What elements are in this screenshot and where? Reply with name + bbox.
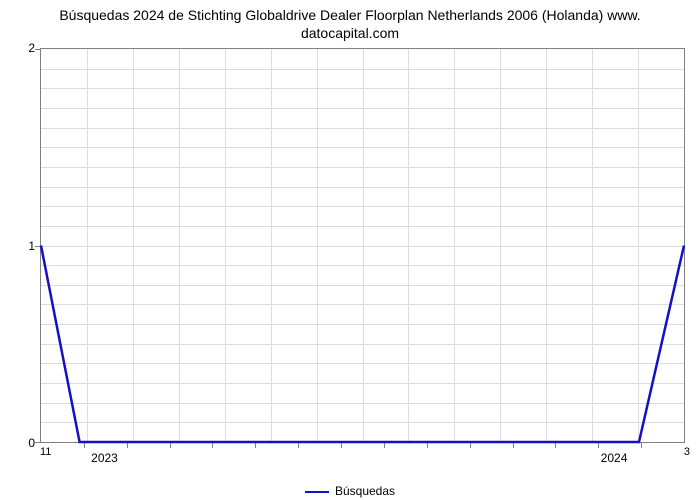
legend-label: Búsquedas: [335, 484, 395, 498]
legend-swatch: [305, 491, 329, 493]
chart-container: Búsquedas 2024 de Stichting Globaldrive …: [0, 0, 700, 500]
y-tick-label: 2: [5, 41, 35, 55]
chart-title: Búsquedas 2024 de Stichting Globaldrive …: [0, 6, 700, 42]
x-tick-label: 2023: [91, 451, 118, 465]
x-right-edge-label: 3: [684, 446, 690, 458]
plot-area: [40, 48, 685, 443]
data-line: [41, 49, 684, 442]
legend: Búsquedas: [0, 484, 700, 498]
x-tick-label: 2024: [601, 451, 628, 465]
x-left-edge-label: 11: [40, 446, 51, 458]
y-tick-label: 0: [5, 436, 35, 450]
y-tick-label: 1: [5, 239, 35, 253]
title-line2: datocapital.com: [301, 25, 399, 41]
title-line1: Búsquedas 2024 de Stichting Globaldrive …: [59, 7, 640, 23]
